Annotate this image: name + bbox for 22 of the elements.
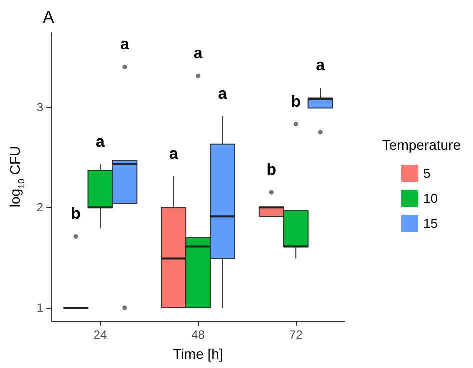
annotation: a — [194, 46, 203, 63]
x-tick-label: 24 — [94, 328, 108, 342]
x-tick-label: 48 — [192, 328, 206, 342]
annotation: b — [71, 206, 82, 224]
legend-label: 15 — [424, 216, 438, 231]
legend-label: 5 — [424, 166, 431, 181]
annotation: a — [218, 86, 228, 103]
legend-title: Temperature — [382, 137, 462, 153]
y-tick-label: 1 — [36, 300, 44, 315]
annotation: b — [266, 162, 277, 180]
y-tick-label: 2 — [36, 200, 44, 215]
y-axis-title: log10 CFU — [7, 146, 26, 208]
annotation: b — [291, 94, 302, 111]
y-tick-label: 3 — [36, 100, 44, 114]
x-tick-label: 72 — [289, 328, 304, 342]
annotation: a — [96, 134, 106, 151]
annotation: a — [120, 36, 130, 54]
chart-title: A — [43, 8, 55, 27]
x-axis-title: Time [h] — [173, 346, 224, 362]
legend-label: 10 — [424, 191, 438, 206]
annotation: a — [316, 58, 326, 75]
annotation: a — [169, 146, 178, 163]
